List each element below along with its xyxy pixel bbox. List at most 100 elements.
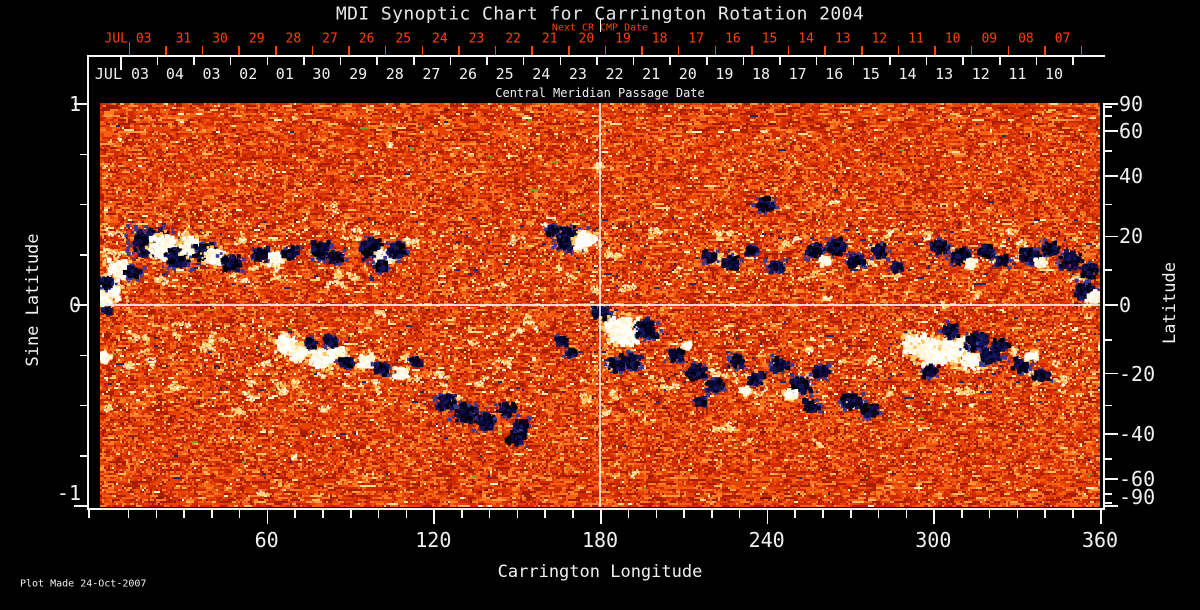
next-cr-day-label: 23 [468,31,485,47]
cmp-day-label: 23 [568,65,587,83]
sine-lat-tick [74,103,88,105]
longitude-tick-label: 240 [748,528,785,552]
cmp-day-label: 17 [788,65,807,83]
next-cr-tick [238,46,240,55]
longitude-tick-label: 120 [415,528,452,552]
cmp-tick [742,56,745,65]
next-cr-day-label: 12 [871,31,888,47]
next-cr-tick [970,46,973,55]
longitude-minor-tick [822,509,824,518]
latitude-minor-tick [1104,106,1112,108]
next-cr-day-label: 15 [761,31,778,47]
cmp-day-label: 30 [312,65,331,83]
next-cr-day-label: 17 [688,31,705,47]
longitude-tick-label: 60 [254,528,279,552]
next-cr-tick [311,46,314,55]
latitude-minor-tick [1104,203,1112,206]
next-cr-day-label: 13 [834,31,851,47]
cmp-axis-title: Central Meridian Passage Date [495,86,705,100]
latitude-minor-tick [1104,502,1112,504]
cmp-tick [522,56,525,65]
next-cr-tick [458,46,460,55]
longitude-minor-tick [377,509,380,518]
longitude-minor-tick [155,509,158,518]
latitude-tick-label: 40 [1119,163,1144,188]
cmp-day-label: 25 [495,65,514,83]
longitude-minor-tick [1072,509,1074,518]
longitude-minor-tick [211,509,213,518]
latitude-tick-label: -40 [1119,422,1156,447]
cmp-day-label: 11 [1008,65,1027,83]
latitude-tick-label: 90 [1119,92,1144,116]
next-cr-tick [1007,46,1010,55]
latitude-major-tick [1104,372,1118,375]
next-cr-tick [494,46,497,55]
right-axis-line [1103,103,1105,510]
next-cr-day-label: 10 [944,31,961,47]
next-cr-month-label: JUL 03 [104,31,152,47]
next-cr-tick [1080,46,1083,55]
longitude-minor-tick [850,509,852,518]
longitude-minor-tick [1016,509,1019,518]
sine-lat-tick [80,153,88,155]
sine-lat-tick [80,203,88,206]
longitude-minor-tick [711,509,713,518]
bottom-axis-line [87,508,1105,510]
longitude-minor-tick [627,509,630,518]
chart-title: MDI Synoptic Chart for Carrington Rotati… [335,3,865,25]
cmp-day-label: 15 [861,65,880,83]
cmp-tick [706,56,708,65]
next-cr-day-label: 14 [798,31,814,47]
longitude-minor-tick [405,509,408,518]
cmp-tick [596,56,598,65]
longitude-minor-tick [877,509,880,518]
sine-lat-tick [74,505,88,507]
cmp-day-label: 19 [715,65,734,83]
latitude-major-tick [1104,103,1118,105]
cmp-day-label: 14 [898,65,917,83]
sine-lat-tick-label: 1 [68,92,81,116]
next-cr-tick [861,46,863,55]
next-cr-tick [275,46,277,55]
cmp-tick [449,56,452,65]
longitude-minor-tick [183,509,185,518]
cmp-day-label: 21 [642,65,661,83]
longitude-minor-tick [1044,509,1046,518]
cmp-tick [1035,56,1038,65]
sine-lat-tick [80,455,88,457]
next-cr-day-label: 29 [248,31,265,47]
next-cr-day-label: 18 [651,31,668,47]
next-cr-day-label: 22 [505,31,521,47]
cmp-tick [815,56,818,65]
next-cr-day-label: 26 [358,31,375,47]
cmp-tick [632,56,635,65]
longitude-minor-tick [350,509,352,518]
next-cr-day-label: 27 [322,31,338,47]
longitude-minor-tick [127,509,130,518]
longitude-minor-tick [238,509,241,518]
plot-made-note: Plot Made 24-Oct-2007 [20,578,147,590]
next-cr-day-label: 19 [615,31,631,47]
sine-lat-tick [80,254,88,256]
next-cr-day-label: 21 [541,31,558,47]
longitude-minor-tick [322,509,324,518]
cmp-day-label: 26 [458,65,478,83]
cmp-day-label: 02 [239,65,258,83]
next-cr-tick [531,46,533,55]
longitude-major-tick [933,509,935,524]
next-cr-tick [934,46,936,55]
cmp-day-label: 24 [532,65,551,83]
longitude-tick-label: 360 [1081,528,1119,552]
latitude-tick-label: 20 [1119,224,1144,249]
cmp-day-label: 03 [202,65,221,83]
next-cr-day-label: 24 [432,31,448,47]
longitude-minor-tick [794,509,796,518]
next-cr-day-label: 09 [981,31,998,47]
cmp-day-label: 12 [971,65,990,83]
next-cr-tick [384,46,387,55]
next-cr-tick [348,46,350,55]
next-cr-day-label: 20 [578,31,595,47]
sine-lat-tick [74,304,88,306]
cmp-tick [1072,56,1074,65]
